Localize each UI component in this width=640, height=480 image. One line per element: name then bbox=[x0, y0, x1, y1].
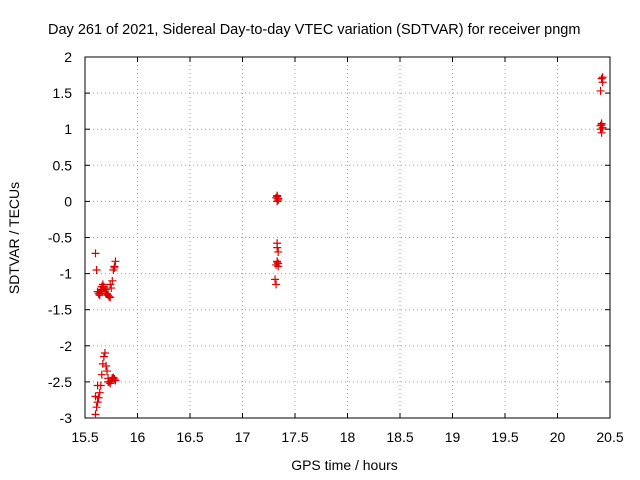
y-tick-label: 1 bbox=[64, 121, 72, 137]
y-tick-label: -2.5 bbox=[48, 374, 72, 390]
data-point bbox=[272, 280, 281, 289]
data-point bbox=[91, 249, 100, 258]
x-tick-label: 20.5 bbox=[596, 429, 623, 445]
x-tick-label: 19 bbox=[445, 429, 461, 445]
data-point bbox=[93, 398, 102, 407]
x-tick-label: 17.5 bbox=[281, 429, 308, 445]
x-tick-label: 18 bbox=[340, 429, 356, 445]
data-point bbox=[596, 125, 605, 134]
data-point bbox=[95, 388, 104, 397]
data-point bbox=[597, 74, 606, 83]
data-point bbox=[273, 243, 282, 252]
data-point bbox=[273, 257, 282, 266]
x-tick-labels: 15.5 16 16.5 17 17.5 18 18.5 19 19.5 20 20.5 bbox=[71, 429, 623, 445]
data-point bbox=[102, 362, 110, 371]
data-point bbox=[598, 73, 607, 82]
data-point bbox=[108, 374, 117, 383]
data-point bbox=[110, 263, 119, 272]
chart-title: Day 261 of 2021, Sidereal Day-to-day VTE… bbox=[48, 22, 580, 38]
data-point bbox=[99, 352, 108, 361]
data-point bbox=[596, 86, 605, 95]
x-tick-label: 20 bbox=[550, 429, 566, 445]
x-tick-label: 16 bbox=[130, 429, 146, 445]
data-point bbox=[273, 197, 282, 206]
data-point bbox=[597, 128, 606, 137]
x-tick-label: 18.5 bbox=[386, 429, 413, 445]
data-point bbox=[107, 284, 116, 293]
data-point bbox=[97, 370, 106, 379]
y-tick-label: -1 bbox=[60, 266, 73, 282]
x-tick-label: 19.5 bbox=[491, 429, 518, 445]
y-tick-labels: -3 -2.5 -2 -1.5 -1 -0.5 0 0.5 1 1.5 2 bbox=[48, 49, 72, 426]
y-tick-label: 0.5 bbox=[53, 157, 73, 173]
data-point bbox=[104, 377, 113, 386]
data-point bbox=[97, 286, 106, 295]
data-point bbox=[274, 247, 283, 256]
x-tick-label: 15.5 bbox=[71, 429, 98, 445]
x-axis-label: GPS time / hours bbox=[291, 457, 398, 473]
x-tick-label: 16.5 bbox=[176, 429, 203, 445]
data-point bbox=[91, 410, 100, 419]
x-tick-label: 17 bbox=[235, 429, 251, 445]
data-point bbox=[106, 293, 115, 302]
data-point bbox=[111, 257, 120, 266]
y-tick-label: 1.5 bbox=[53, 85, 73, 101]
data-point bbox=[92, 403, 101, 412]
y-tick-label: 2 bbox=[64, 49, 72, 65]
data-point bbox=[99, 282, 108, 291]
y-tick-label: -1.5 bbox=[48, 302, 72, 318]
data-points bbox=[91, 73, 607, 419]
data-point bbox=[109, 265, 118, 274]
y-tick-label: -3 bbox=[60, 410, 73, 426]
data-point bbox=[100, 349, 109, 358]
y-tick-label: -2 bbox=[60, 338, 73, 354]
data-point bbox=[102, 289, 110, 298]
data-point bbox=[274, 262, 283, 271]
data-point bbox=[93, 381, 102, 390]
data-point bbox=[106, 280, 115, 289]
data-point bbox=[103, 367, 112, 376]
data-point bbox=[272, 193, 281, 202]
y-axis-label: SDTVAR / TECUs bbox=[6, 182, 22, 294]
y-tick-label: 0 bbox=[64, 193, 72, 209]
grid-lines bbox=[85, 57, 610, 418]
data-point bbox=[91, 392, 100, 401]
data-point bbox=[597, 120, 606, 129]
data-point bbox=[92, 265, 101, 274]
data-point bbox=[271, 275, 280, 284]
data-point bbox=[108, 276, 117, 285]
axis-ticks bbox=[84, 56, 611, 419]
y-tick-label: -0.5 bbox=[48, 230, 72, 246]
data-point bbox=[95, 289, 104, 298]
